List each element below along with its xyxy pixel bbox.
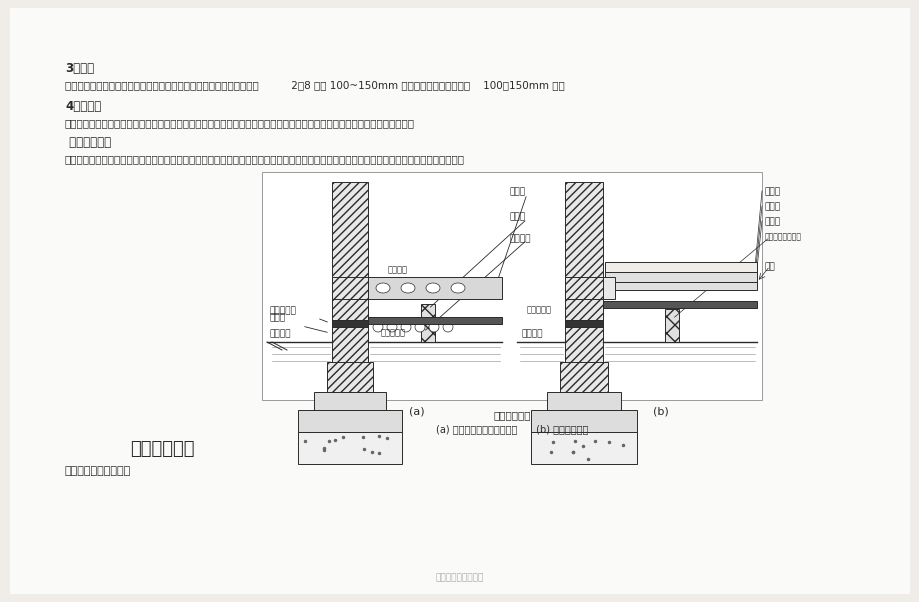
Bar	[605, 272, 756, 282]
Text: 木搁栀: 木搁栀	[765, 202, 780, 211]
Text: 地垄墙（或砖垄）: 地垄墙（或砖垄）	[765, 232, 801, 241]
Bar	[560, 362, 607, 392]
Bar	[547, 392, 620, 410]
Bar	[564, 277, 602, 299]
Bar	[298, 432, 402, 464]
Ellipse shape	[450, 283, 464, 293]
Text: (a): (a)	[409, 406, 425, 416]
Bar	[664, 309, 678, 342]
Text: 木地面: 木地面	[765, 187, 780, 196]
Ellipse shape	[425, 283, 439, 293]
Bar	[332, 182, 368, 400]
Circle shape	[401, 322, 411, 332]
Text: 原土密实: 原土密实	[509, 234, 531, 243]
Text: 拾垃木: 拾垃木	[765, 217, 780, 226]
Circle shape	[443, 322, 452, 332]
Bar	[332, 277, 368, 299]
Bar	[368, 277, 502, 299]
Text: (a) 钉筋混凝土板空铺地层；      (b) 木板空铺地层: (a) 钉筋混凝土板空铺地层； (b) 木板空铺地层	[436, 424, 587, 434]
Text: 精选资料，欢迎下载: 精选资料，欢迎下载	[436, 573, 483, 582]
Circle shape	[428, 322, 438, 332]
Bar	[602, 277, 614, 299]
Text: 附加层主要应满足某些有特殊使用要求而设置的一些构造层次，如防水层、防潮层、保温层、隔热层、隔声层和管道敏设层等。: 附加层主要应满足某些有特殊使用要求而设置的一些构造层次，如防水层、防潮层、保温层…	[65, 118, 414, 128]
Bar	[262, 172, 761, 400]
Text: 通风口: 通风口	[269, 313, 286, 322]
Text: 室外地面: 室外地面	[521, 329, 543, 338]
Bar	[605, 282, 756, 290]
Text: 基层即地基，一般为原土层或填土分层密实。当上部荷载较大时，增设          2：8 灰土 100~150mm 厚，或碎砖、道渣三合土    100～150: 基层即地基，一般为原土层或填土分层密实。当上部荷载较大时，增设 2：8 灰土 1…	[65, 80, 564, 90]
Text: 地面设计要求: 地面设计要求	[130, 440, 194, 458]
Bar	[605, 262, 756, 272]
Text: 3、基层: 3、基层	[65, 62, 94, 75]
Circle shape	[414, 322, 425, 332]
Text: 为防止房屋底层房间受潮或满足某些特殊使用要求（如舞台、体育训练、比赛场等的地层需要有较好的弹性）将地层架空形成空铺地层｛如图｝。: 为防止房屋底层房间受潮或满足某些特殊使用要求（如舞台、体育训练、比赛场等的地层需…	[65, 154, 464, 164]
Bar	[368, 317, 502, 324]
Bar	[564, 320, 602, 327]
Circle shape	[387, 322, 397, 332]
Bar	[530, 410, 636, 432]
Text: 空铺地层构造: 空铺地层构造	[493, 410, 530, 420]
Bar	[602, 301, 756, 308]
Text: 室外地面: 室外地面	[269, 329, 291, 338]
Bar	[421, 304, 435, 342]
Text: 4、附加层: 4、附加层	[65, 100, 101, 113]
Bar	[564, 182, 602, 400]
Text: 空心板: 空心板	[509, 187, 526, 196]
Text: (b): (b)	[652, 406, 668, 416]
Bar	[326, 362, 372, 392]
Text: 水平防潮层: 水平防潮层	[380, 328, 405, 337]
Circle shape	[372, 322, 382, 332]
Ellipse shape	[376, 283, 390, 293]
Text: 水平防潮层: 水平防潮层	[269, 306, 297, 315]
Bar	[313, 392, 386, 410]
Text: 水平防潮层: 水平防潮层	[527, 305, 551, 314]
Text: 室内地面: 室内地面	[388, 265, 407, 274]
Bar	[298, 410, 402, 432]
Text: 室内: 室内	[765, 262, 775, 271]
Ellipse shape	[401, 283, 414, 293]
Text: 一、具有足够的坚固性: 一、具有足够的坚固性	[65, 466, 131, 476]
Bar	[332, 320, 368, 327]
Bar	[530, 432, 636, 464]
Text: 地垄墙: 地垄墙	[509, 212, 526, 221]
Text: 二、空铺地层: 二、空铺地层	[65, 136, 111, 149]
